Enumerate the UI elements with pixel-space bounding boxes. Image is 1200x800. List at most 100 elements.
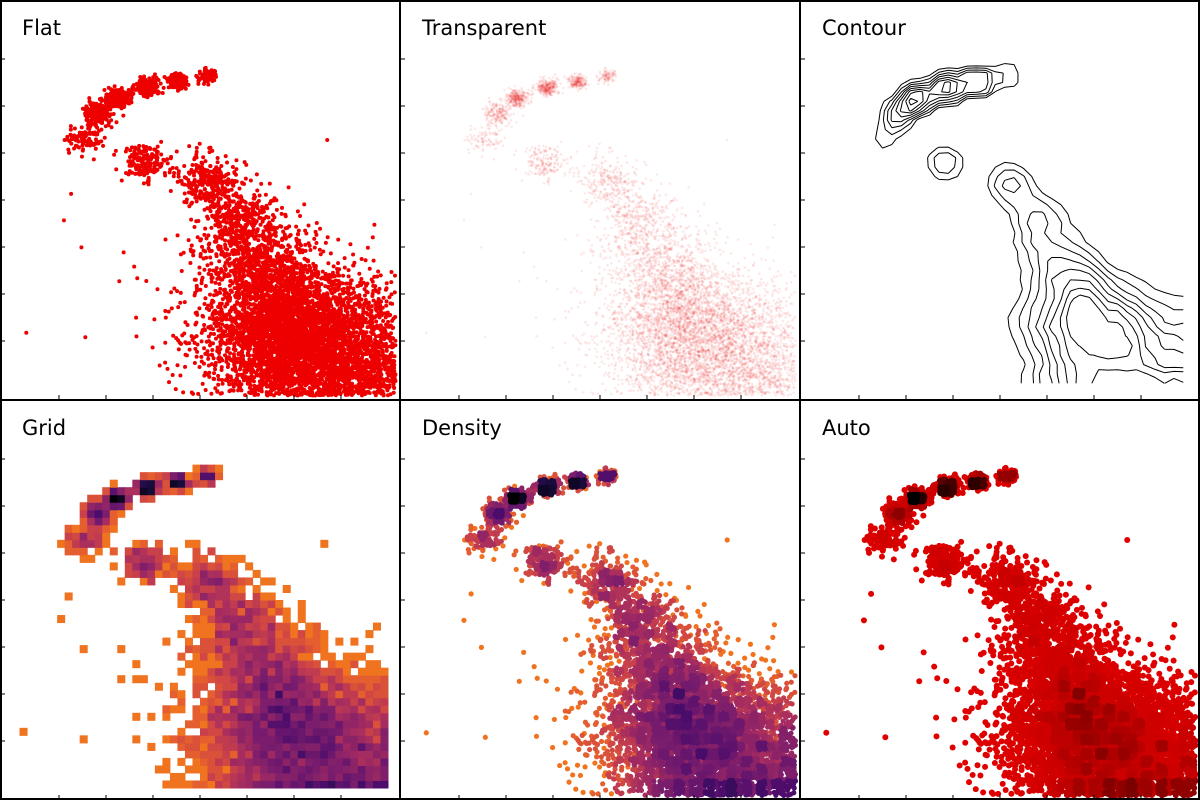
data-point — [141, 181, 146, 186]
data-point — [187, 144, 192, 149]
data-point — [254, 172, 259, 177]
data-point — [242, 370, 247, 375]
data-point — [257, 285, 262, 290]
data-point — [189, 167, 194, 172]
data-point — [246, 247, 251, 252]
data-point — [253, 250, 258, 255]
data-point — [300, 282, 305, 287]
data-point — [234, 257, 239, 262]
data-point — [223, 238, 228, 243]
data-point — [231, 248, 236, 253]
data-point — [166, 309, 171, 314]
data-point — [153, 154, 158, 159]
data-point — [213, 217, 218, 222]
data-point — [270, 198, 275, 203]
data-point — [223, 268, 228, 273]
data-point — [225, 231, 230, 236]
data-point — [312, 245, 317, 250]
data-point — [233, 251, 238, 256]
data-point — [209, 225, 214, 230]
data-point — [133, 171, 138, 176]
data-point — [178, 341, 183, 346]
data-point — [186, 170, 191, 175]
data-point — [233, 239, 238, 244]
data-point — [366, 300, 371, 305]
data-point — [279, 284, 284, 289]
data-point — [235, 213, 240, 218]
data-point — [274, 283, 279, 288]
data-point — [200, 161, 205, 166]
data-point — [175, 233, 180, 238]
data-point — [179, 178, 184, 183]
data-point — [233, 235, 238, 240]
data-point — [225, 182, 230, 187]
data-point — [217, 290, 222, 295]
data-point — [192, 173, 197, 178]
data-point — [257, 272, 262, 277]
data-point — [279, 273, 284, 278]
data-point — [243, 263, 248, 268]
data-point — [330, 270, 335, 275]
data-point — [218, 196, 223, 201]
data-point — [214, 238, 219, 243]
data-point — [203, 296, 208, 301]
data-point — [295, 209, 300, 214]
data-point — [325, 235, 330, 240]
data-point — [218, 339, 223, 344]
data-point — [257, 269, 262, 274]
data-point — [267, 181, 272, 186]
data-point — [253, 230, 258, 235]
data-point — [209, 248, 214, 253]
data-point — [215, 156, 220, 161]
data-point — [170, 372, 175, 377]
data-point — [211, 299, 216, 304]
data-point — [210, 348, 215, 353]
data-point — [135, 152, 140, 157]
data-point — [173, 387, 178, 392]
data-point — [318, 226, 323, 231]
data-point — [319, 282, 324, 287]
data-point — [163, 315, 168, 320]
data-point — [213, 288, 218, 293]
data-point — [234, 179, 239, 184]
data-point — [208, 164, 213, 169]
data-point — [305, 284, 310, 289]
data-point — [215, 170, 220, 175]
data-point — [331, 307, 336, 312]
data-point — [221, 191, 226, 196]
data-point — [217, 359, 222, 364]
data-point — [253, 263, 258, 268]
data-point — [171, 174, 176, 179]
data-point — [314, 287, 319, 292]
data-point — [244, 242, 249, 247]
data-point — [211, 204, 216, 209]
data-point — [238, 224, 243, 229]
data-point — [309, 325, 314, 330]
data-point — [255, 246, 260, 251]
data-point — [279, 245, 284, 250]
data-point — [210, 275, 215, 280]
data-point — [194, 219, 199, 224]
data-point — [307, 263, 312, 268]
data-point — [392, 290, 397, 295]
data-point — [238, 245, 243, 250]
data-point — [290, 256, 295, 261]
data-point — [260, 303, 265, 308]
data-point — [216, 382, 221, 387]
data-point — [178, 290, 183, 295]
data-point — [362, 287, 367, 292]
data-point — [222, 179, 227, 184]
data-point — [282, 232, 287, 237]
data-point — [185, 323, 190, 328]
data-point — [243, 218, 248, 223]
data-point — [253, 295, 258, 300]
data-point — [235, 287, 240, 292]
data-point — [155, 144, 160, 149]
data-point — [328, 251, 333, 256]
data-point — [305, 270, 310, 275]
data-point — [221, 219, 226, 224]
data-point — [200, 244, 205, 249]
data-point — [209, 304, 214, 309]
data-point — [213, 336, 218, 341]
data-point — [286, 359, 291, 364]
